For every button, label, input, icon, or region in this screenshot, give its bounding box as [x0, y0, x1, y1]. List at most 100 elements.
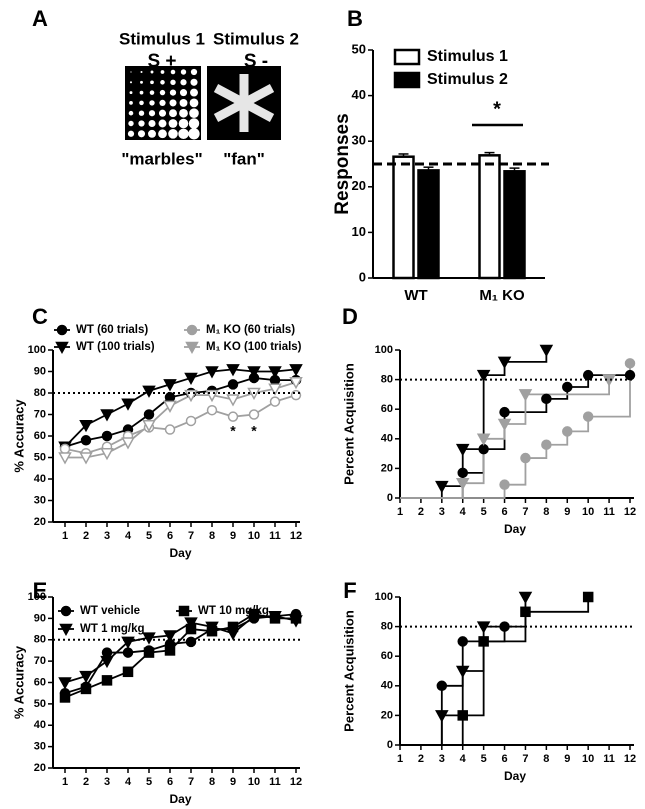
marker: [143, 647, 155, 658]
marker: [290, 613, 302, 624]
x-tick-label: 4: [125, 530, 132, 542]
marker: [520, 606, 531, 618]
marker: [206, 404, 218, 416]
marble: [148, 119, 156, 128]
marker: [59, 692, 71, 703]
y-tick-label: 100: [375, 344, 393, 356]
y-tick-label: 20: [34, 762, 46, 774]
marker: [227, 621, 239, 633]
marker: [100, 447, 114, 461]
x-tick-label: 12: [290, 776, 302, 788]
x-tick-label: 3: [439, 753, 445, 765]
marker: [499, 479, 510, 490]
x-tick-label: 9: [230, 530, 236, 542]
bar: [417, 169, 440, 280]
stimulus-name: Stimulus 2: [213, 29, 299, 48]
legend-label: WT vehicle: [80, 605, 140, 617]
marker: [478, 443, 489, 455]
marble: [138, 110, 145, 116]
bar: [478, 154, 501, 280]
legend-label: M₁ KO (60 trials): [206, 324, 295, 336]
marble: [150, 70, 154, 74]
x-tick-label: 9: [230, 776, 236, 788]
stimulus-caption: "marbles": [121, 149, 202, 168]
legend-marker: [55, 341, 69, 355]
y-tick-label: 40: [381, 680, 393, 692]
marker: [101, 675, 113, 686]
marker: [142, 420, 156, 433]
x-tick-label: 5: [481, 506, 487, 518]
marker: [122, 666, 134, 678]
x-tick-label: 5: [481, 753, 487, 765]
marker: [541, 439, 552, 450]
marble: [128, 110, 134, 116]
panel-label: D: [342, 304, 358, 329]
x-tick-label: 12: [624, 506, 636, 518]
legend-marker: [185, 341, 199, 355]
marble: [189, 108, 199, 118]
legend-label: Stimulus 1: [427, 48, 508, 65]
marble: [178, 118, 189, 129]
marble: [158, 129, 167, 139]
y-tick-label: 80: [34, 387, 46, 399]
y-tick-label: 0: [359, 269, 366, 284]
marble: [169, 89, 177, 96]
y-tick-label: 40: [34, 473, 46, 485]
panel-label: C: [32, 304, 48, 329]
marker: [457, 636, 468, 647]
marble: [158, 119, 167, 128]
marker: [268, 383, 282, 396]
legend-marker: [60, 605, 72, 617]
marker: [518, 591, 533, 605]
marker: [101, 430, 113, 442]
marker: [185, 636, 197, 648]
x-tick-label: 1: [62, 530, 68, 542]
marker: [539, 344, 554, 358]
x-tick-label: 7: [188, 776, 194, 788]
marble: [179, 108, 188, 118]
marker: [184, 617, 198, 630]
y-tick-label: 40: [34, 719, 46, 731]
marble: [190, 78, 198, 86]
y-tick-label: 50: [352, 41, 366, 56]
marker: [478, 636, 489, 647]
y-tick-label: 10: [352, 224, 366, 239]
y-axis-label: Responses: [332, 113, 353, 214]
marker: [79, 420, 93, 433]
y-tick-label: 30: [34, 741, 46, 753]
marble: [138, 120, 145, 127]
y-tick-label: 80: [381, 621, 393, 633]
marble: [137, 130, 146, 138]
legend-label: WT (100 trials): [76, 341, 155, 353]
x-tick-label: 2: [418, 506, 424, 518]
x-tick-label: 1: [397, 506, 403, 518]
marble: [178, 128, 189, 140]
marker: [142, 632, 156, 645]
marker: [476, 433, 491, 446]
y-tick-label: 90: [34, 365, 46, 377]
legend-label: WT 10 mg/kg: [198, 605, 269, 617]
marble: [180, 69, 187, 75]
marble: [170, 79, 176, 86]
y-tick-label: 20: [381, 709, 393, 721]
marker: [122, 647, 134, 658]
stimulus-name: Stimulus 1: [119, 29, 205, 48]
x-axis-label: Day: [504, 769, 526, 783]
marker: [121, 398, 135, 411]
y-tick-label: 20: [352, 178, 366, 193]
marble: [169, 99, 177, 107]
y-tick-label: 60: [381, 403, 393, 415]
marker: [562, 426, 573, 437]
y-tick-label: 40: [352, 87, 366, 102]
marble: [170, 69, 176, 75]
marker: [457, 710, 468, 721]
y-tick-label: 30: [352, 133, 366, 148]
marker: [435, 480, 449, 494]
marble: [189, 98, 199, 108]
step-line: [400, 597, 590, 746]
marble: [149, 100, 155, 106]
x-axis-label: Day: [169, 546, 191, 560]
marker: [457, 467, 468, 479]
y-axis-label: % Accuracy: [11, 645, 26, 719]
marker: [226, 364, 240, 377]
